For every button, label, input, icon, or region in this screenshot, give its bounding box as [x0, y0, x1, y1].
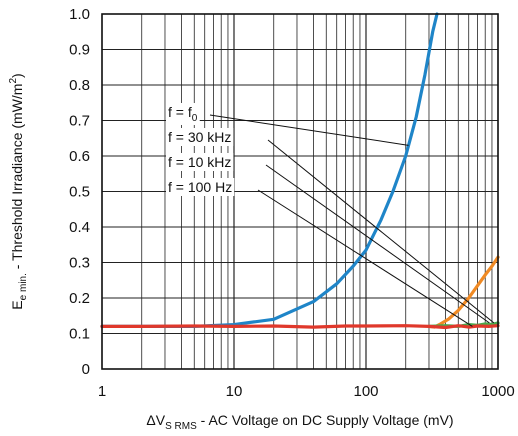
annotation-subscript: 0 [192, 113, 198, 124]
y-axis-title-close: ) [9, 73, 25, 78]
y-tick-label: 0.3 [69, 255, 90, 272]
x-axis-title: ΔVS RMS - AC Voltage on DC Supply Voltag… [146, 412, 453, 432]
x-axis-title-rest: - AC Voltage on DC Supply Voltage (mV) [197, 412, 454, 428]
y-axis-title-main: E [9, 300, 25, 309]
annotation-background [166, 153, 234, 171]
annotation-text: f = 10 kHz [168, 154, 231, 170]
x-axis-title-sub: S RMS [165, 421, 197, 432]
y-tick-label: 0 [82, 361, 90, 378]
y-axis-title-rest: - Threshold Irradiance (mW/m [9, 84, 25, 274]
tick-labels: 0 0.1 0.2 0.3 0.4 0.5 0.6 0.7 0.8 0.9 1.0 1 10 100 100… [69, 6, 515, 400]
annotation-background [166, 178, 235, 196]
y-tick-label: 0.6 [69, 148, 90, 165]
annotation-background [166, 103, 200, 125]
annotation-label-3: f = 10 kHz [168, 154, 231, 170]
y-axis-title: Ee min. - Threshold Irradiance (mW/m2) [8, 73, 29, 309]
annotation-background [166, 128, 234, 146]
annotation-label-4: f = 100 Hz [168, 179, 232, 195]
annotation-leader-3 [265, 164, 490, 324]
annotation-label-2: f = 30 kHz [168, 129, 231, 145]
series-line-1 [100, 12, 439, 328]
annotation-leaders [209, 114, 495, 327]
y-tick-label: 0.1 [69, 326, 90, 343]
annotation-text: f = 100 Hz [168, 179, 232, 195]
x-tick-label: 1000 [481, 383, 514, 400]
annotation-leader-1 [209, 114, 409, 146]
y-tick-label: 0.4 [69, 219, 90, 236]
y-tick-label: 0.7 [69, 113, 90, 130]
x-axis-title-prefix: ΔV [146, 412, 165, 428]
y-tick-label: 0.2 [69, 290, 90, 307]
annotation-text: f = 30 kHz [168, 129, 231, 145]
y-axis-title-sub: e min. [18, 273, 29, 300]
y-tick-label: 0.5 [69, 184, 90, 201]
x-tick-label: 100 [353, 383, 378, 400]
x-tick-label: 10 [226, 383, 243, 400]
x-tick-label: 1 [98, 383, 106, 400]
y-axis-title-sup: 2 [8, 78, 19, 84]
annotations: f = f0 f = 30 kHz f = 10 kHz f = 100 Hz [166, 103, 235, 196]
y-tick-label: 0.9 [69, 42, 90, 59]
annotation-leader-2 [267, 139, 495, 324]
annotation-text: f = f [168, 104, 192, 120]
series-line-4 [100, 324, 500, 330]
plot-frame [101, 13, 499, 370]
y-tick-label: 1.0 [69, 6, 90, 23]
y-tick-label: 0.8 [69, 77, 90, 94]
annotation-leader-4 [257, 189, 473, 327]
series-layer [100, 12, 500, 330]
annotation-label-1: f = f0 [168, 104, 198, 124]
